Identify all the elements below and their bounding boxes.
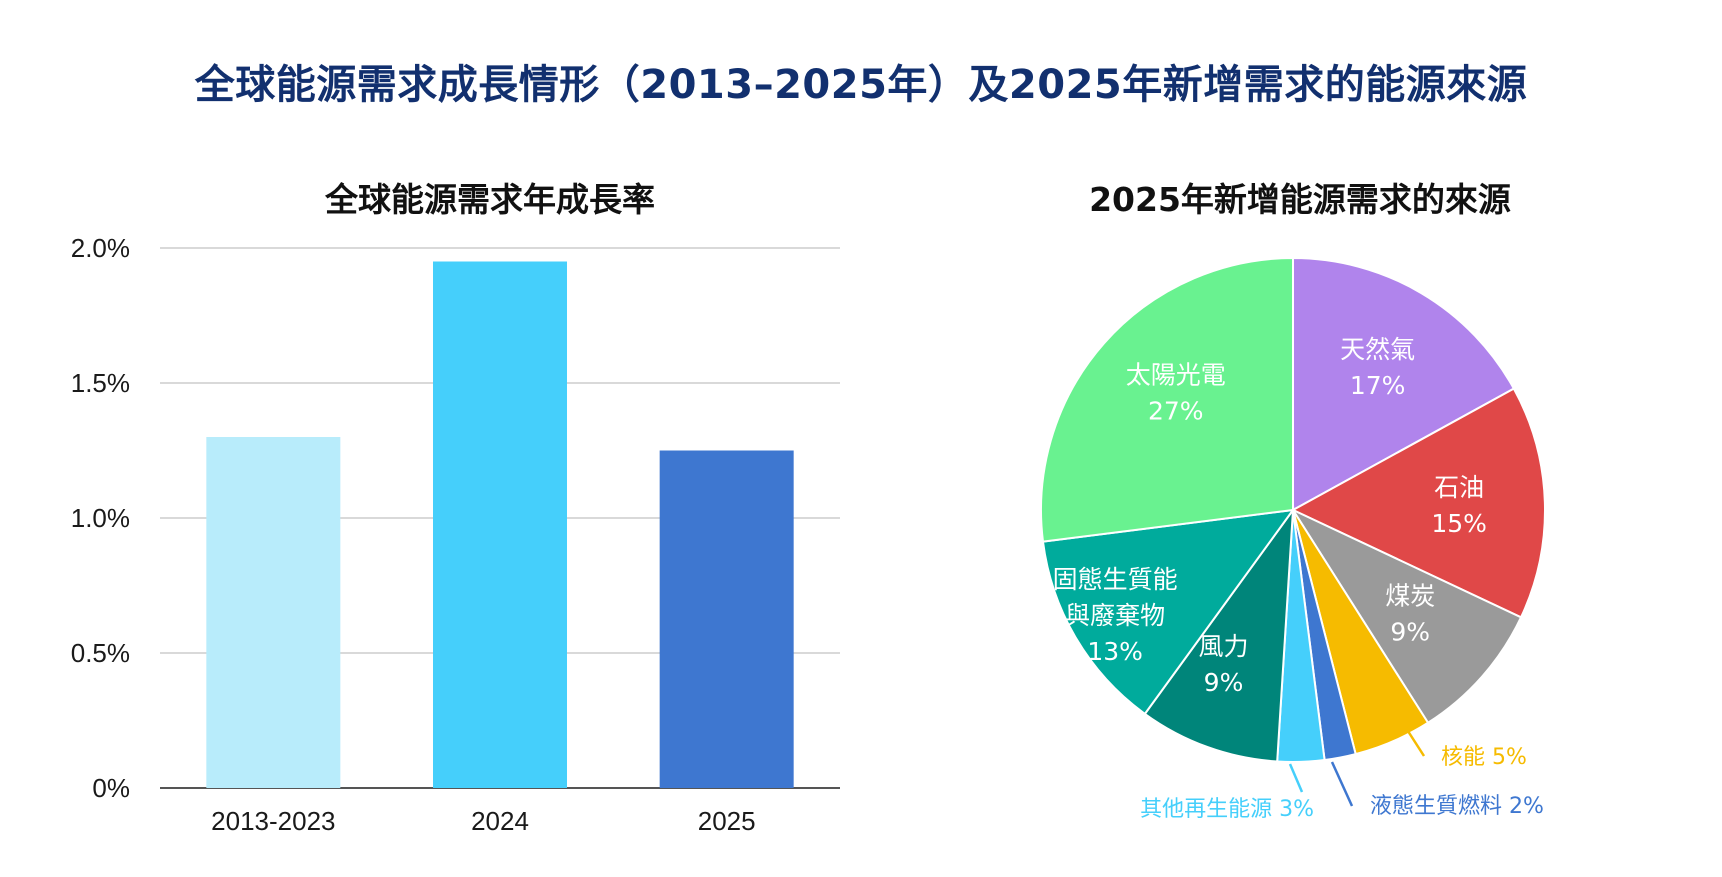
x-tick-label: 2013-2023 [211,806,335,836]
pie-chart-title: 2025年新增能源需求的來源 [1089,180,1511,219]
slice-label: 固態生質能 [1053,565,1178,594]
slice-label: 煤炭 [1385,581,1435,610]
leader-line [1404,727,1426,757]
slice-label: 與廢棄物 [1065,601,1165,630]
bar [659,450,794,788]
slice-label: 9% [1390,617,1430,646]
slice-label: 液態生質燃料 2% [1370,794,1544,819]
slice-label: 27% [1148,397,1204,426]
bar [433,261,567,788]
leader-line [1330,761,1354,807]
slice-label: 太陽光電 [1126,361,1226,390]
pie-slice [1040,256,1294,543]
slice-label: 其他再生能源 3% [1140,797,1314,822]
y-tick-label: 1.5% [71,368,130,398]
y-tick-label: 0% [92,773,130,803]
slice-label: 核能 5% [1441,745,1527,770]
pie-chart: 天然氣 17% 石油 15% 煤炭 9% 核能 5% 液態生質燃料 2% 其他再生能源 3% 風力… [1040,256,1546,822]
pie-slice [1143,506,1295,763]
page-title: 全球能源需求成長情形（2013–2025年）及2025年新增需求的能源來源 [194,62,1528,108]
bar-chart: 0% 0.5% 1.0% 1.5% 2.0% 2013-2023 2024 2025 [71,233,840,836]
pie-slice [1290,387,1546,619]
x-tick-label: 2025 [698,806,756,836]
x-tick-label: 2024 [471,806,529,836]
slice-label: 風力 [1199,632,1249,661]
pie-slice [1292,256,1516,512]
y-tick-label: 0.5% [71,638,130,668]
bar [206,437,341,788]
bar-chart-title: 全球能源需求年成長率 [325,180,655,219]
leader-line [1288,763,1304,793]
slice-label: 15% [1431,509,1487,538]
slice-label: 石油 [1434,473,1484,502]
slice-label: 天然氣 [1340,335,1415,364]
y-tick-label: 2.0% [71,233,130,263]
y-tick-label: 1.0% [71,503,130,533]
slice-label: 13% [1087,637,1143,666]
slice-label: 17% [1350,371,1406,400]
slice-label: 9% [1204,668,1244,697]
pie-slice [1041,508,1296,716]
pie-slice [1290,507,1523,725]
